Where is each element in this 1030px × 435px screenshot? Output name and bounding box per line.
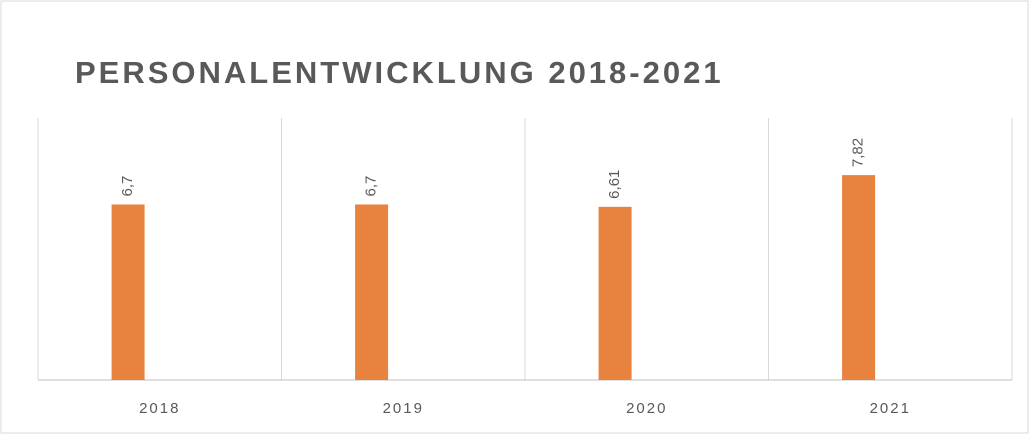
x-tick-label: 2020	[626, 400, 667, 417]
data-label: 6,61	[606, 170, 623, 199]
x-tick-label: 2018	[139, 400, 180, 417]
bar	[111, 204, 145, 380]
data-label: 6,7	[363, 176, 380, 197]
data-label: 7,82	[850, 138, 867, 167]
data-label: 6,7	[119, 176, 136, 197]
bar	[598, 206, 632, 380]
chart-title: PERSONALENTWICKLUNG 2018-2021	[75, 55, 724, 90]
x-tick-label: 2019	[383, 400, 424, 417]
bar	[842, 175, 876, 380]
x-tick-label: 2021	[870, 400, 911, 417]
bar	[355, 204, 389, 380]
